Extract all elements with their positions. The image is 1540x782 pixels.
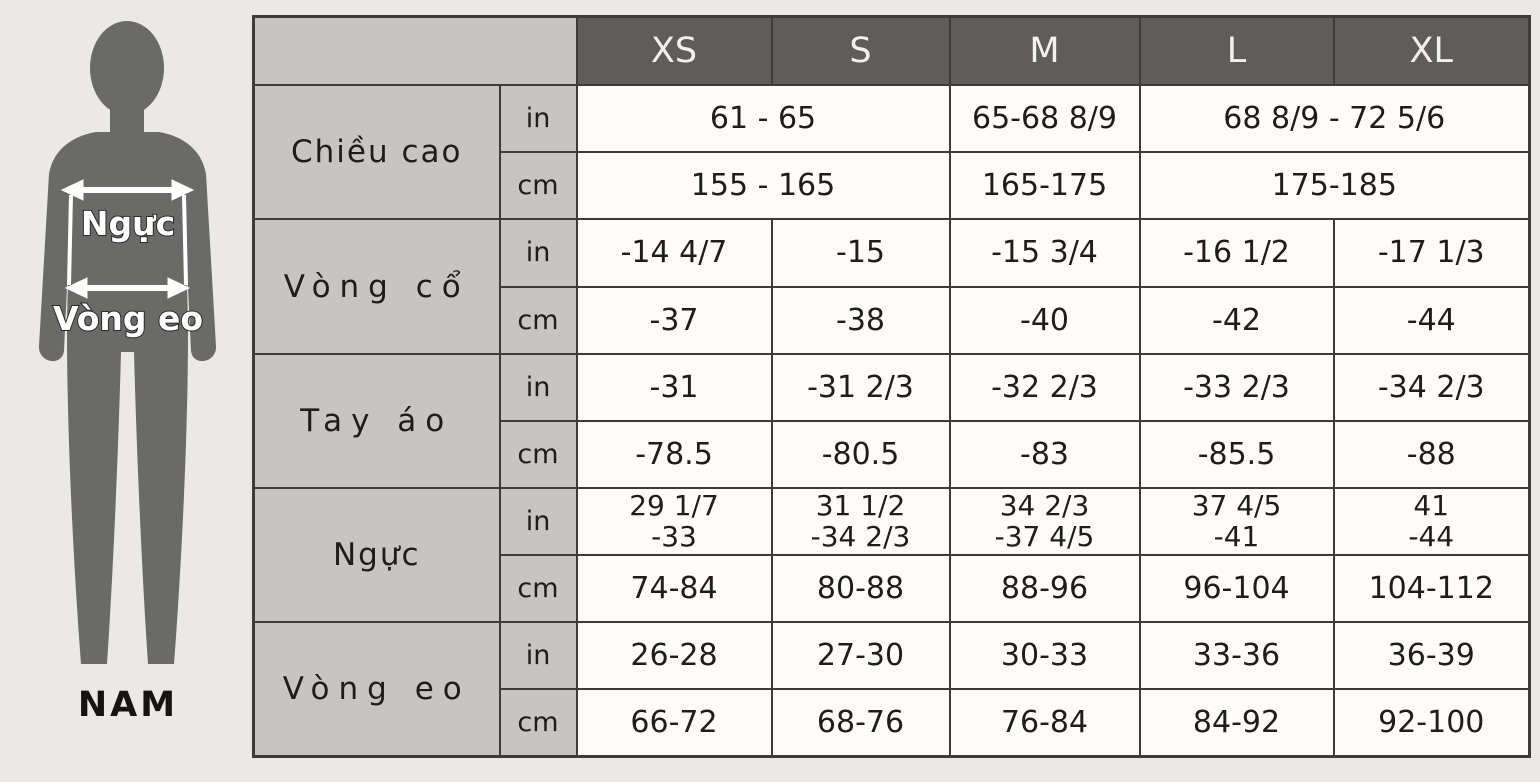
size-header-xl: XL — [1332, 15, 1531, 87]
value-cell: 65-68 8/9 — [948, 84, 1141, 154]
value-line: 34 2/3 — [999, 489, 1090, 523]
value-line: -37 4/5 — [994, 520, 1095, 554]
value-cell: 74-84 — [575, 553, 773, 624]
unit-cell-cm: cm — [498, 285, 578, 355]
size-header-m: M — [948, 15, 1141, 87]
unit-cell-in: in — [498, 84, 578, 154]
value-cell: -78.5 — [575, 419, 773, 489]
measure-side-lines — [67, 194, 188, 286]
value-cell: 27-30 — [770, 621, 951, 691]
value-cell: 29 1/7 -33 — [575, 486, 773, 557]
unit-cell-in: in — [498, 218, 578, 288]
value-cell: 66-72 — [575, 688, 773, 758]
value-cell: -34 2/3 — [1332, 352, 1531, 422]
value-cell: -31 — [575, 352, 773, 422]
value-cell: -17 1/3 — [1332, 218, 1531, 288]
value-cell: -88 — [1332, 419, 1531, 489]
body-silhouette — [38, 21, 217, 664]
male-body-figure: Ngực Vòng eo NAM — [38, 21, 217, 725]
value-line: 37 4/5 — [1191, 489, 1282, 523]
unit-cell-in: in — [498, 486, 578, 557]
value-cell: 36-39 — [1332, 621, 1531, 691]
waist-measure-arrow — [64, 277, 191, 299]
row-label-chieu-cao: Chiều cao — [252, 84, 501, 221]
unit-cell-cm: cm — [498, 553, 578, 624]
size-header-xs: XS — [575, 15, 773, 87]
value-cell: -14 4/7 — [575, 218, 773, 288]
value-line: -41 — [1213, 520, 1260, 554]
value-cell: 37 4/5 -41 — [1138, 486, 1335, 557]
value-cell: -16 1/2 — [1138, 218, 1335, 288]
value-line: 31 1/2 — [815, 489, 906, 523]
value-cell: -80.5 — [770, 419, 951, 489]
waist-label: Vòng eo — [53, 299, 203, 338]
value-line: -33 — [651, 520, 697, 554]
value-cell: 104-112 — [1332, 553, 1531, 624]
value-cell: 80-88 — [770, 553, 951, 624]
value-line: -44 — [1408, 520, 1455, 554]
value-cell: 175-185 — [1138, 151, 1531, 221]
unit-cell-cm: cm — [498, 151, 578, 221]
value-cell: -31 2/3 — [770, 352, 951, 422]
value-cell: -42 — [1138, 285, 1335, 355]
value-cell: -37 — [575, 285, 773, 355]
unit-cell-in: in — [498, 621, 578, 691]
size-chart-table: XS S M L XL Chiều cao in 61 - 65 65-68 8… — [252, 15, 1531, 758]
chest-label: Ngực — [81, 204, 175, 243]
value-cell: 165-175 — [948, 151, 1141, 221]
value-cell: 68 8/9 - 72 5/6 — [1138, 84, 1531, 154]
value-line: 41 — [1413, 489, 1450, 523]
table-corner-cell — [252, 15, 578, 87]
value-cell: -15 — [770, 218, 951, 288]
value-cell: -40 — [948, 285, 1141, 355]
unit-cell-in: in — [498, 352, 578, 422]
value-cell: 84-92 — [1138, 688, 1335, 758]
value-cell: 68-76 — [770, 688, 951, 758]
value-cell: 76-84 — [948, 688, 1141, 758]
value-line: 29 1/7 — [629, 489, 719, 523]
value-cell: 88-96 — [948, 553, 1141, 624]
value-cell: 31 1/2 -34 2/3 — [770, 486, 951, 557]
row-label-vong-co: Vòng cổ — [252, 218, 501, 355]
row-label-tay-ao: Tay áo — [252, 352, 501, 489]
value-cell: 155 - 165 — [575, 151, 951, 221]
figure-caption: NAM — [78, 685, 178, 725]
value-cell: 34 2/3 -37 4/5 — [948, 486, 1141, 557]
value-cell: 92-100 — [1332, 688, 1531, 758]
unit-cell-cm: cm — [498, 419, 578, 489]
value-cell: -33 2/3 — [1138, 352, 1335, 422]
value-cell: 30-33 — [948, 621, 1141, 691]
value-cell: 41 -44 — [1332, 486, 1531, 557]
unit-cell-cm: cm — [498, 688, 578, 758]
value-cell: -83 — [948, 419, 1141, 489]
value-cell: -32 2/3 — [948, 352, 1141, 422]
value-cell: -38 — [770, 285, 951, 355]
value-cell: 26-28 — [575, 621, 773, 691]
size-header-s: S — [770, 15, 951, 87]
value-cell: -15 3/4 — [948, 218, 1141, 288]
value-cell: 96-104 — [1138, 553, 1335, 624]
row-label-vong-eo: Vòng eo — [252, 621, 501, 758]
value-cell: 61 - 65 — [575, 84, 951, 154]
chest-measure-arrow — [60, 179, 195, 201]
size-header-l: L — [1138, 15, 1335, 87]
row-label-nguc: Ngực — [252, 486, 501, 624]
value-line: -34 2/3 — [810, 520, 911, 554]
male-figure-panel: Ngực Vòng eo NAM — [0, 0, 252, 778]
value-cell: -44 — [1332, 285, 1531, 355]
value-cell: 33-36 — [1138, 621, 1335, 691]
value-cell: -85.5 — [1138, 419, 1335, 489]
